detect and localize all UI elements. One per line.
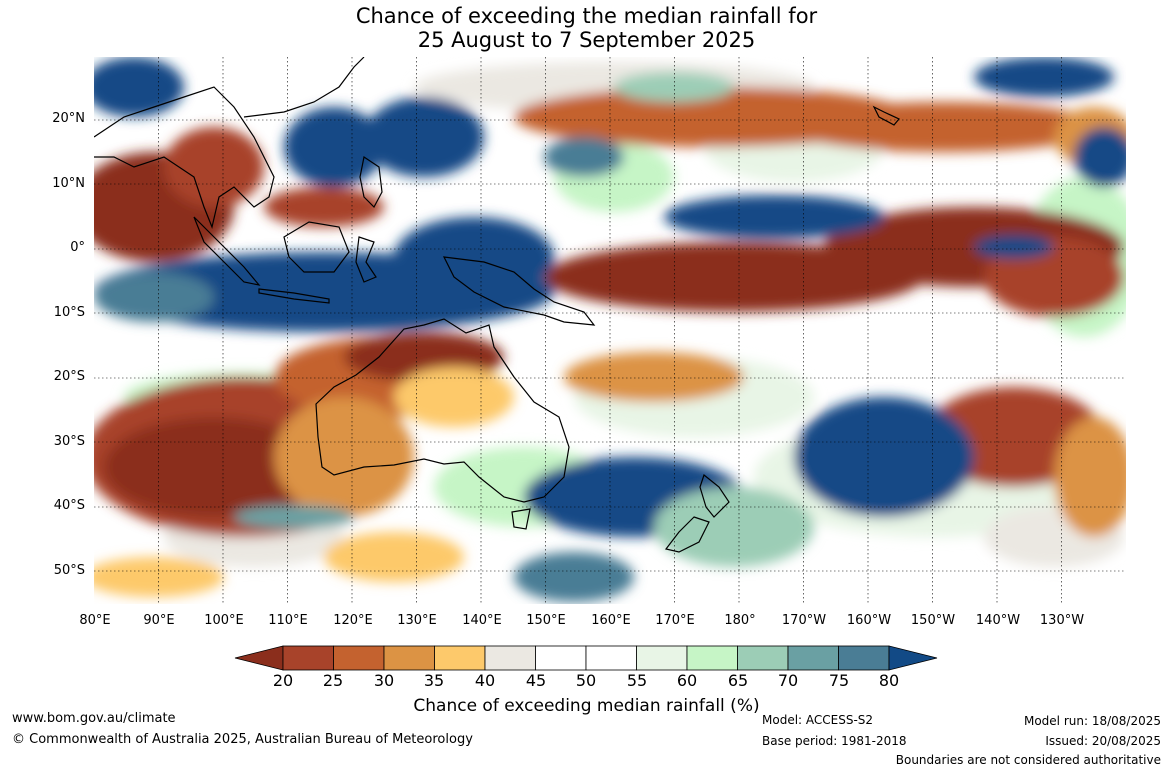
colorbar-swatch: [636, 645, 688, 671]
colorbar-swatch: [585, 645, 637, 671]
colorbar: [234, 645, 938, 671]
lon-label-100e: 100°E: [204, 613, 244, 628]
new-guinea-coastline: [442, 256, 596, 326]
boundaries-disclaimer: Boundaries are not considered authoritat…: [895, 753, 1161, 767]
colorbar-swatch: [686, 645, 738, 671]
lon-label-150w: 150°W: [910, 613, 956, 628]
colorbar-tick-70: 70: [777, 671, 799, 690]
colorbar-swatch: [535, 645, 587, 671]
colorbar-tick-25: 25: [322, 671, 344, 690]
colorbar-swatch: [737, 645, 789, 671]
map-title-line-1: Chance of exceeding the median rainfall …: [355, 4, 818, 28]
rainfall-probability-map: [94, 57, 1126, 604]
colorbar-tick-80: 80: [878, 671, 900, 690]
colorbar-tick-60: 60: [676, 671, 698, 690]
new-zealand-south-coastline: [664, 516, 710, 553]
lon-label-130w: 130°W: [1039, 613, 1085, 628]
lon-label-80e: 80°E: [79, 613, 111, 628]
colorbar-tick-35: 35: [423, 671, 445, 690]
model-run-date: Model run: 18/08/2025: [1023, 714, 1161, 728]
tasmania-coastline: [511, 508, 531, 530]
colorbar-tick-55: 55: [626, 671, 648, 690]
lon-label-170w: 170°W: [781, 613, 827, 628]
coastlines: [94, 57, 900, 553]
colorbar-tick-30: 30: [373, 671, 395, 690]
colorbar-swatch: [383, 645, 435, 671]
colorbar-tick-75: 75: [828, 671, 850, 690]
probability-field: [94, 57, 1126, 602]
colorbar-tick-50: 50: [575, 671, 597, 690]
base-period: Base period: 1981-2018: [762, 734, 907, 748]
colorbar-swatch: [282, 645, 334, 671]
lat-label-20s: 20°S: [53, 369, 85, 384]
colorbar-swatch: [434, 645, 486, 671]
lon-label-160w: 160°W: [846, 613, 892, 628]
colorbar-tick-65: 65: [727, 671, 749, 690]
lat-label-40s: 40°S: [53, 498, 85, 513]
lat-label-10s: 10°S: [53, 305, 85, 320]
lat-label-50s: 50°S: [53, 563, 85, 578]
lon-label-150e: 150°E: [526, 613, 566, 628]
java-coastline: [258, 288, 330, 304]
colorbar-swatch: [787, 645, 839, 671]
issued-date: Issued: 20/08/2025: [1045, 734, 1161, 748]
lon-label-160e: 160°E: [591, 613, 631, 628]
colorbar-swatch: [484, 645, 536, 671]
colorbar-tick-20: 20: [272, 671, 294, 690]
website-link[interactable]: www.bom.gov.au/climate: [12, 711, 176, 726]
colorbar-high-arrow: [888, 645, 938, 671]
model-name: Model: ACCESS-S2: [762, 713, 874, 727]
colorbar-swatch: [333, 645, 385, 671]
lon-label-170e: 170°E: [655, 613, 695, 628]
colorbar-tick-40: 40: [474, 671, 496, 690]
lon-label-140e: 140°E: [462, 613, 502, 628]
copyright-text: © Commonwealth of Australia 2025, Austra…: [12, 732, 473, 747]
colorbar-swatch: [838, 645, 890, 671]
lon-label-140w: 140°W: [975, 613, 1021, 628]
southeast-asia-coastline: [94, 86, 275, 229]
colorbar-low-arrow: [234, 645, 284, 671]
lon-label-180: 180°: [724, 613, 756, 628]
philippines-coastline: [359, 156, 383, 208]
hawaii-coastline: [872, 105, 900, 126]
lon-label-120e: 120°E: [333, 613, 373, 628]
lon-label-90e: 90°E: [143, 613, 175, 628]
map-title-line-2: 25 August to 7 September 2025: [417, 28, 756, 52]
new-zealand-north-coastline: [699, 473, 730, 518]
borneo-coastline: [283, 221, 350, 273]
australia-coastline: [315, 318, 570, 503]
lat-label-20n: 20°N: [52, 111, 85, 126]
lat-label-0: 0°: [70, 240, 85, 255]
lat-label-10n: 10°N: [52, 176, 85, 191]
china-coastline: [243, 57, 365, 118]
sulawesi-coastline: [355, 236, 377, 283]
lon-label-110e: 110°E: [268, 613, 308, 628]
graticule: [94, 57, 1126, 604]
lat-label-30s: 30°S: [53, 434, 85, 449]
colorbar-label: Chance of exceeding median rainfall (%): [413, 696, 760, 716]
colorbar-tick-45: 45: [525, 671, 547, 690]
lon-label-130e: 130°E: [397, 613, 437, 628]
